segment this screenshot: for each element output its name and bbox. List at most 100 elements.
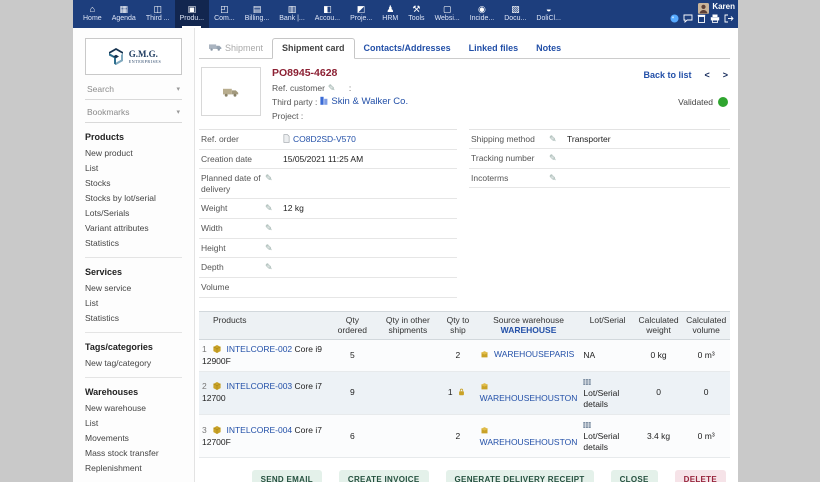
lot-serial-details-link[interactable]: Lot/Serial details	[583, 431, 619, 452]
nav-item-bank[interactable]: ▥Bank |...	[274, 0, 310, 28]
nav-item-accountancy[interactable]: ◧Accou...	[310, 0, 345, 28]
calculated-volume-value: 0	[682, 371, 730, 414]
tab-notes[interactable]: Notes	[527, 39, 570, 58]
avatar	[698, 1, 709, 12]
edit-pencil-icon[interactable]: ✎	[265, 223, 283, 233]
back-to-list-link[interactable]: Back to list	[643, 70, 691, 80]
nav-item-tools[interactable]: ⚒Tools	[403, 0, 429, 28]
ref-order-link[interactable]: CO8D2SD-V570	[293, 134, 356, 144]
sidebar-item-new-warehouse[interactable]: New warehouse	[85, 400, 182, 415]
sidebar-item-mass-stock-transfer[interactable]: Mass stock transfer	[85, 445, 182, 460]
bank-icon: ▥	[288, 5, 297, 14]
sidebar-item-stocks-by-lot[interactable]: Stocks by lot/serial	[85, 190, 182, 205]
sidebar-item-new-tag[interactable]: New tag/category	[85, 355, 182, 370]
logout-icon[interactable]	[724, 14, 734, 23]
field-label: Weight	[201, 203, 265, 214]
calculated-weight-value: 0	[635, 371, 683, 414]
user-menu[interactable]: Karen	[698, 1, 735, 12]
sidebar-item-services-statistics[interactable]: Statistics	[85, 310, 182, 325]
archive-icon[interactable]	[697, 14, 706, 23]
document-icon	[283, 134, 290, 145]
edit-pencil-icon[interactable]: ✎	[328, 83, 346, 93]
app-window: ⌂Home ▦Agenda ◫Third ... ▣Produ... ◰Com.…	[73, 0, 738, 482]
warehouse-link[interactable]: WAREHOUSEHOUSTON	[480, 437, 578, 447]
qty-other-value	[376, 339, 439, 371]
top-menu-items: ⌂Home ▦Agenda ◫Third ... ▣Produ... ◰Com.…	[73, 0, 566, 28]
nav-item-projects[interactable]: ◩Proje...	[345, 0, 377, 28]
sidebar-item-lots-serials[interactable]: Lots/Serials	[85, 205, 182, 220]
sidebar-item-products-statistics[interactable]: Statistics	[85, 235, 182, 250]
delete-button[interactable]: DELETE	[675, 470, 726, 482]
nav-label: Com...	[214, 15, 235, 23]
nav-item-documents[interactable]: ▧Docu...	[499, 0, 531, 28]
nav-item-products[interactable]: ▣Produ...	[175, 0, 210, 28]
product-ref-link[interactable]: INTELCORE-004	[226, 425, 292, 435]
send-email-button[interactable]: SEND EMAIL	[252, 470, 322, 482]
product-cube-icon	[213, 345, 221, 356]
nav-item-hrm[interactable]: ♟HRM	[377, 0, 403, 28]
products-table: Products Qty ordered Qty in other shipme…	[199, 311, 730, 459]
menu-section-warehouses: Warehouses New warehouse List Movements …	[85, 377, 182, 475]
nav-label: Accou...	[315, 15, 340, 23]
billing-icon: ▤	[253, 5, 262, 14]
bug-icon[interactable]	[670, 14, 679, 23]
sidebar-item-stocks[interactable]: Stocks	[85, 175, 182, 190]
tab-shipment-card[interactable]: Shipment card	[272, 38, 355, 59]
status-green-dot	[718, 97, 728, 107]
close-button[interactable]: CLOSE	[611, 470, 658, 482]
sidebar-item-services-list[interactable]: List	[85, 295, 182, 310]
nav-item-billing[interactable]: ▤Billing...	[240, 0, 275, 28]
nav-item-website[interactable]: ▢Websi...	[430, 0, 465, 28]
nav-item-third-parties[interactable]: ◫Third ...	[141, 0, 175, 28]
sidebar-item-products-list[interactable]: List	[85, 160, 182, 175]
tab-contacts-addresses[interactable]: Contacts/Addresses	[355, 39, 460, 58]
nav-item-commerce[interactable]: ◰Com...	[209, 0, 240, 28]
nav-item-agenda[interactable]: ▦Agenda	[107, 0, 141, 28]
next-arrow[interactable]: >	[723, 70, 728, 80]
previous-arrow[interactable]: <	[704, 70, 709, 80]
sidebar-item-warehouses-list[interactable]: List	[85, 415, 182, 430]
edit-pencil-icon[interactable]: ✎	[549, 153, 567, 163]
field-ref-order: Ref. order CO8D2SD-V570	[199, 130, 457, 150]
edit-pencil-icon[interactable]: ✎	[265, 173, 283, 183]
sidebar-item-movements[interactable]: Movements	[85, 430, 182, 445]
field-label: Planned date of delivery	[201, 173, 265, 194]
nav-item-home[interactable]: ⌂Home	[78, 0, 107, 28]
website-icon: ▢	[443, 5, 452, 14]
chat-icon[interactable]	[683, 14, 693, 23]
shipment-header: PO8945-4628 Ref. customer ✎ : Third part…	[199, 59, 730, 127]
warehouse-link[interactable]: WAREHOUSEPARIS	[494, 349, 574, 359]
product-ref-link[interactable]: INTELCORE-003	[226, 381, 292, 391]
edit-pencil-icon[interactable]: ✎	[549, 134, 567, 144]
warehouse-box-icon	[480, 382, 489, 393]
generate-delivery-receipt-button[interactable]: GENERATE DELIVERY RECEIPT	[446, 470, 594, 482]
edit-pencil-icon[interactable]: ✎	[265, 243, 283, 253]
sidebar-item-variant-attributes[interactable]: Variant attributes	[85, 220, 182, 235]
sidebar-item-replenishment[interactable]: Replenishment	[85, 460, 182, 475]
section-title: Tags/categories	[85, 337, 182, 355]
row-number: 3	[202, 425, 207, 435]
sidebar-item-new-product[interactable]: New product	[85, 145, 182, 160]
lot-serial-details-link[interactable]: Lot/Serial details	[583, 388, 619, 409]
warehouse-link[interactable]: WAREHOUSEHOUSTON	[480, 393, 578, 403]
edit-pencil-icon[interactable]: ✎	[549, 173, 567, 183]
menu-section-services: Services New service List Statistics	[85, 257, 182, 325]
nav-item-incidents[interactable]: ◉Incide...	[465, 0, 500, 28]
bookmarks-dropdown[interactable]: Bookmarks ▾	[85, 100, 182, 123]
search-dropdown[interactable]: Search ▾	[85, 77, 182, 100]
warehouse-header-link[interactable]: WAREHOUSE	[480, 325, 578, 336]
field-label: Volume	[201, 282, 265, 293]
print-icon[interactable]	[710, 14, 720, 23]
tab-linked-files[interactable]: Linked files	[460, 39, 528, 58]
product-ref-link[interactable]: INTELCORE-002	[226, 344, 292, 354]
edit-pencil-icon[interactable]: ✎	[265, 262, 283, 272]
sidebar-item-new-service[interactable]: New service	[85, 280, 182, 295]
nav-label: DoliCl...	[536, 15, 561, 23]
third-party-link[interactable]: Skin & Walker Co.	[331, 96, 408, 107]
col-qty-other-shipments: Qty in other shipments	[376, 311, 439, 339]
create-invoice-button[interactable]: CREATE INVOICE	[339, 470, 429, 482]
nav-item-dolicloud[interactable]: ◒DoliCl...	[531, 0, 566, 28]
col-lot-serial: Lot/Serial	[580, 311, 634, 339]
edit-pencil-icon[interactable]: ✎	[265, 203, 283, 213]
status-badge: Validated	[678, 97, 713, 107]
